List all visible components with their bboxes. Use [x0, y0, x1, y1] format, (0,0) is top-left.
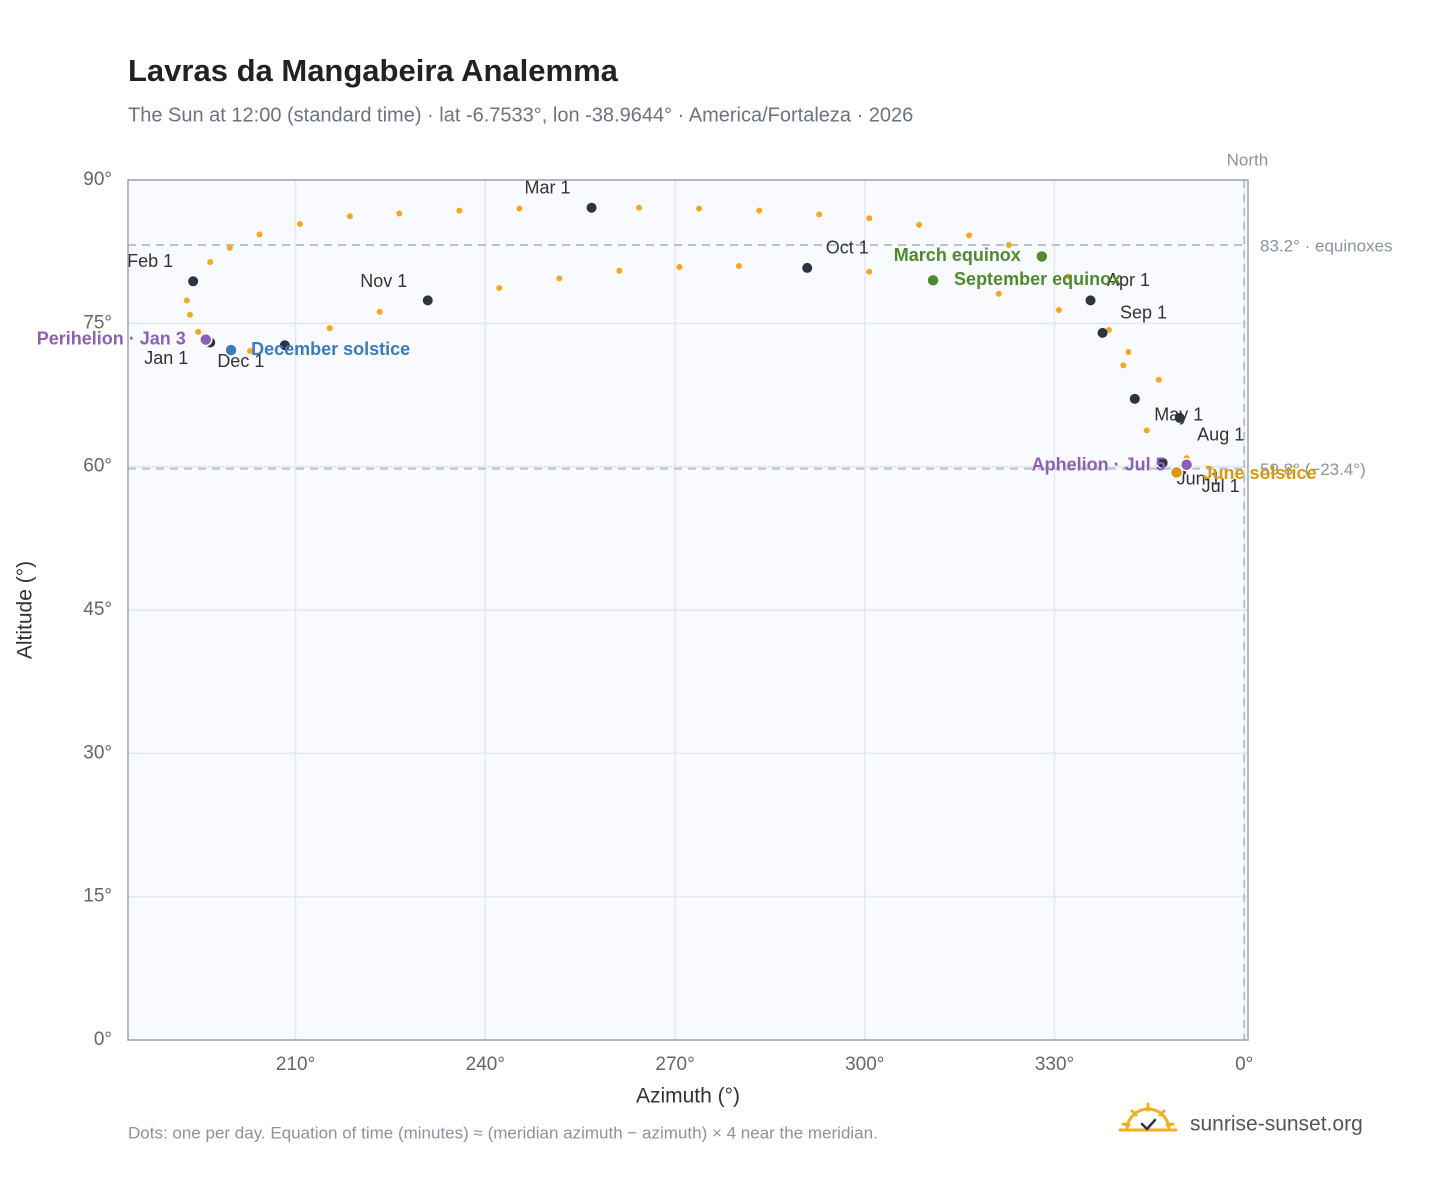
month-label: Mar 1 — [525, 177, 571, 197]
daily-dot — [1055, 306, 1062, 313]
y-tick-label: 75° — [83, 312, 112, 333]
month-label: Nov 1 — [360, 271, 407, 291]
reference-label: North — [1227, 150, 1269, 169]
daily-dot — [1105, 327, 1112, 334]
daily-dot — [496, 284, 503, 291]
x-tick-label: 270° — [655, 1054, 694, 1075]
month-marker — [422, 295, 433, 306]
month-label: Oct 1 — [826, 238, 869, 258]
daily-dot — [995, 290, 1002, 297]
daily-dot — [1155, 376, 1162, 383]
month-marker — [1085, 295, 1096, 306]
y-tick-label: 45° — [83, 599, 112, 620]
month-label: Sep 1 — [1120, 303, 1167, 323]
daily-dot — [616, 267, 623, 274]
footnote: Dots: one per day. Equation of time (min… — [128, 1123, 878, 1142]
daily-dot — [247, 348, 254, 355]
event-label: Aphelion · Jul 5 — [1032, 455, 1166, 475]
daily-dot — [756, 207, 763, 214]
chart-title: Lavras da Mangabeira Analemma — [128, 53, 619, 88]
daily-dot — [226, 244, 233, 251]
x-tick-label: 330° — [1035, 1054, 1074, 1075]
chart-subtitle: The Sun at 12:00 (standard time) · lat -… — [128, 104, 913, 126]
x-tick-label: 240° — [466, 1054, 505, 1075]
daily-dot — [186, 311, 193, 318]
y-tick-label: 60° — [83, 456, 112, 477]
month-marker — [188, 276, 199, 287]
y-axis-title: Altitude (°) — [14, 561, 37, 659]
month-label: Jan 1 — [144, 348, 188, 368]
month-label: Jun 1 — [1177, 469, 1221, 489]
daily-dot — [696, 205, 703, 212]
event-marker — [1035, 249, 1049, 264]
month-label: Apr 1 — [1107, 270, 1150, 290]
month-label: Jul 1 — [1202, 476, 1240, 496]
daily-dot — [916, 221, 923, 228]
daily-dot — [456, 207, 463, 214]
daily-dot — [195, 328, 202, 335]
reference-label: 83.2° · equinoxes — [1260, 236, 1393, 255]
month-marker — [802, 262, 813, 273]
event-marker — [1169, 465, 1184, 480]
brand: sunrise-sunset.org — [1190, 1113, 1363, 1136]
event-marker — [224, 343, 238, 357]
month-marker — [1129, 393, 1140, 404]
y-tick-label: 0° — [94, 1029, 112, 1050]
daily-dot — [183, 297, 190, 304]
x-tick-label: 300° — [845, 1054, 884, 1075]
daily-dot — [1143, 427, 1150, 434]
month-marker — [586, 202, 597, 213]
daily-dot — [866, 268, 873, 275]
y-tick-label: 90° — [83, 169, 112, 190]
month-marker — [1174, 412, 1185, 423]
daily-dot — [346, 213, 353, 220]
reference-label: 59.8° (−23.4°) — [1260, 460, 1366, 479]
daily-dot — [297, 220, 304, 227]
daily-dot — [866, 215, 873, 222]
daily-dot — [1125, 349, 1132, 355]
event-label: Perihelion · Jan 3 — [37, 328, 186, 348]
y-tick-label: 15° — [83, 886, 112, 907]
daily-dot — [966, 232, 973, 239]
daily-dot — [516, 205, 523, 212]
y-tick-label: 30° — [83, 742, 112, 763]
event-label: March equinox — [894, 245, 1021, 265]
daily-dot — [376, 308, 383, 315]
month-label: Feb 1 — [127, 251, 173, 271]
daily-dot — [207, 259, 214, 266]
event-label: June solstice — [1203, 463, 1317, 483]
x-axis-title: Azimuth (°) — [636, 1085, 740, 1108]
month-marker — [1097, 327, 1108, 338]
brand-logo — [1118, 1102, 1178, 1132]
daily-dot — [556, 275, 563, 282]
daily-dot — [676, 263, 683, 270]
daily-dot — [635, 204, 642, 211]
daily-dot — [1065, 273, 1072, 280]
event-marker — [926, 273, 940, 288]
daily-dot — [735, 263, 742, 269]
event-marker — [199, 332, 213, 347]
daily-dot — [256, 231, 263, 238]
x-tick-label: 0° — [1235, 1054, 1253, 1075]
month-label: Aug 1 — [1197, 425, 1244, 445]
month-marker — [279, 340, 290, 351]
x-tick-label: 210° — [276, 1054, 315, 1075]
daily-dot — [1005, 241, 1012, 248]
month-marker — [1157, 457, 1168, 468]
daily-dot — [1120, 362, 1127, 369]
daily-dot — [326, 325, 333, 332]
daily-dot — [816, 211, 823, 218]
daily-dot — [396, 210, 403, 217]
event-label: September equinox — [954, 269, 1121, 289]
event-label: December solstice — [251, 339, 410, 359]
plot-border — [127, 179, 1249, 1041]
event-marker — [1179, 458, 1194, 472]
